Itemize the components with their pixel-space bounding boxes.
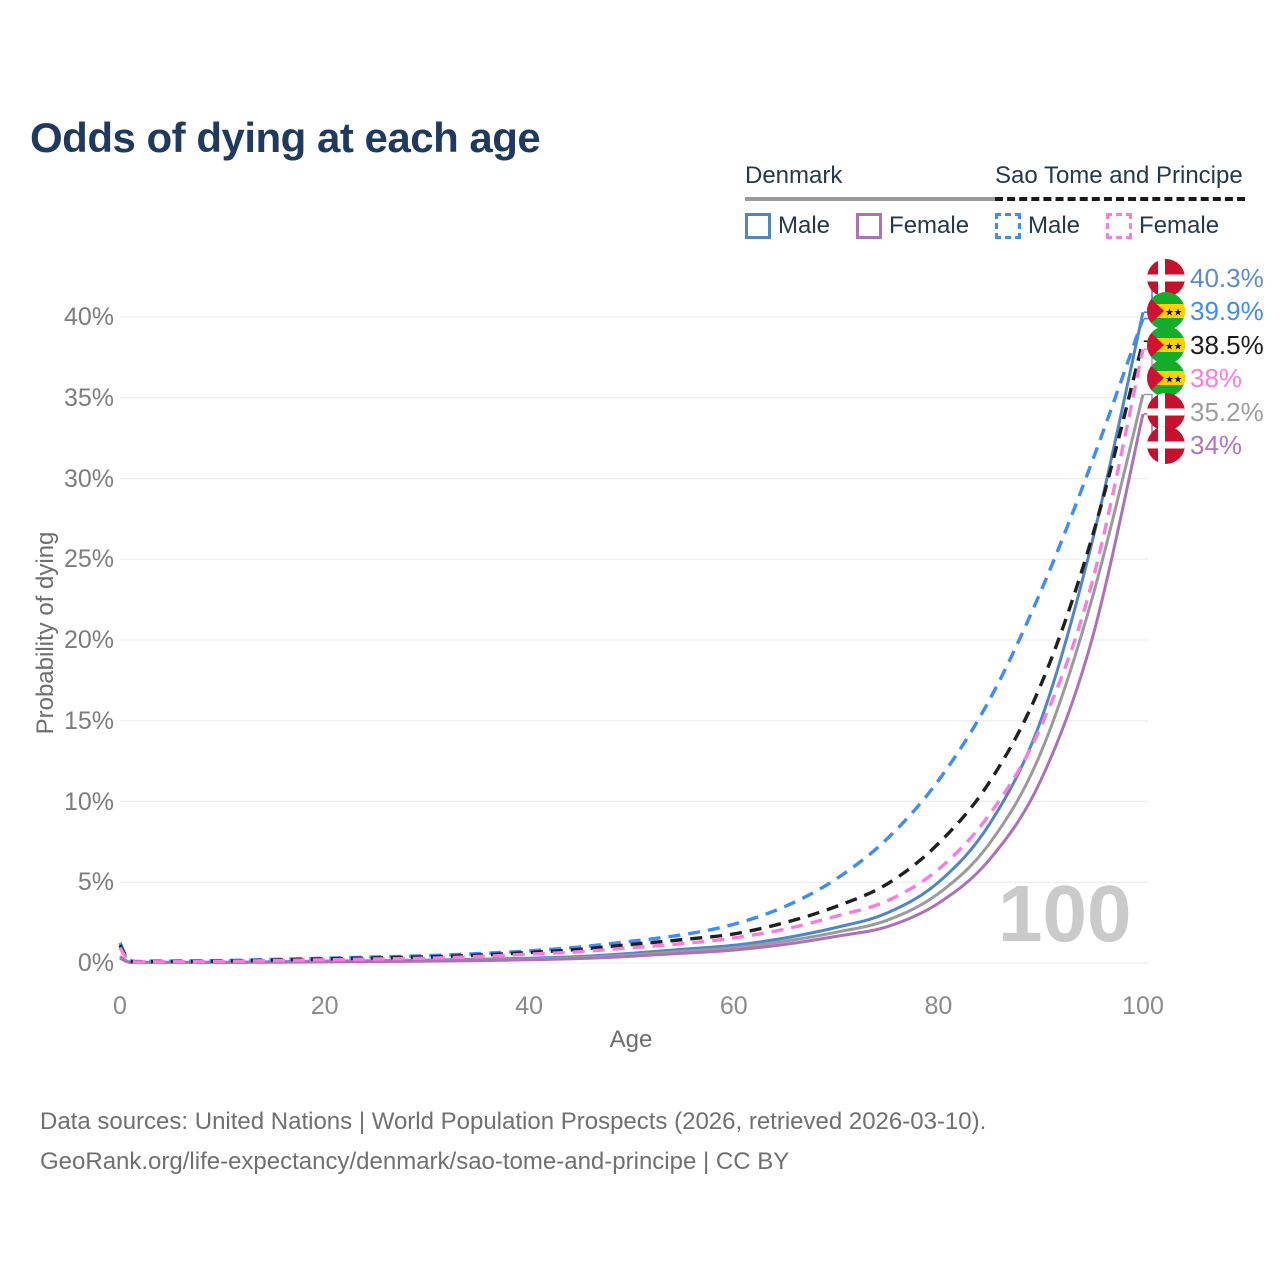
legend-group-sao-tome: Sao Tome and Principe Male Female xyxy=(995,162,1246,240)
page-title: Odds of dying at each age xyxy=(30,114,541,162)
x-axis-title: Age xyxy=(609,1026,653,1053)
end-flag-denmark-all xyxy=(1147,392,1185,431)
legend-underline-sao-tome xyxy=(995,197,1246,201)
x-tick-label: 100 xyxy=(1122,992,1164,1020)
end-flag-stp-all: ★ ★ xyxy=(1147,325,1185,364)
end-value-label-stp-female: 38% xyxy=(1190,363,1243,394)
svg-text:★: ★ xyxy=(1165,375,1174,386)
legend-item-denmark-male[interactable]: Male xyxy=(745,212,830,240)
footer-data-sources: Data sources: United Nations | World Pop… xyxy=(40,1108,987,1135)
y-tick-label: 15% xyxy=(63,706,114,735)
svg-text:★: ★ xyxy=(1165,308,1174,319)
x-tick-label: 0 xyxy=(113,992,127,1020)
end-value-label-denmark-male: 40.3% xyxy=(1190,263,1264,293)
y-tick-label: 5% xyxy=(77,868,114,897)
x-tick-label: 20 xyxy=(310,992,339,1020)
age-watermark: 100 xyxy=(998,869,1132,958)
legend-group-denmark: Denmark Male Female xyxy=(745,162,996,240)
end-value-label-stp-male: 39.9% xyxy=(1190,296,1264,327)
legend-row-denmark: Male Female xyxy=(745,212,995,240)
y-tick-label: 35% xyxy=(63,383,114,412)
legend-item-sao-tome-female[interactable]: Female xyxy=(1106,212,1219,240)
denmark-flag-icon xyxy=(1147,259,1185,297)
end-value-label-stp-all: 38.5% xyxy=(1190,329,1264,360)
line-swatch-denmark-male xyxy=(745,213,771,239)
svg-text:★: ★ xyxy=(1165,341,1174,352)
end-flag-stp-female: ★ ★ xyxy=(1147,359,1185,398)
denmark-flag-icon xyxy=(1147,426,1185,464)
line-denmark-male xyxy=(119,311,1145,964)
legend-item-label: Female xyxy=(1139,212,1220,239)
svg-text:★: ★ xyxy=(1174,375,1183,386)
end-value-label-denmark-all: 35.2% xyxy=(1190,396,1264,427)
footer-attribution: GeoRank.org/life-expectancy/denmark/sao-… xyxy=(40,1148,790,1175)
x-tick-label: 80 xyxy=(924,992,953,1020)
gridlines xyxy=(120,316,1148,964)
line-stp-female xyxy=(118,348,1145,964)
line-denmark-all xyxy=(119,394,1145,964)
end-value-label-denmark-female: 34% xyxy=(1190,430,1243,460)
sao-tome-flag-icon: ★ ★ xyxy=(1147,325,1185,364)
line-stp-all xyxy=(118,340,1145,964)
sao-tome-flag-icon: ★ ★ xyxy=(1147,359,1185,398)
line-swatch-denmark-female xyxy=(856,213,883,239)
y-tick-label: 20% xyxy=(63,626,114,654)
legend-item-sao-tome-male[interactable]: Male xyxy=(995,212,1080,240)
x-tick-label: 60 xyxy=(719,992,748,1020)
line-swatch-sao-tome-female xyxy=(1106,213,1133,239)
end-flag-denmark-female xyxy=(1147,426,1185,464)
legend-row-sao-tome: Male Female xyxy=(995,212,1245,240)
legend-underline-denmark xyxy=(745,197,996,201)
legend-country-denmark[interactable]: Denmark xyxy=(745,162,843,189)
legend-item-label: Male xyxy=(1028,212,1081,239)
end-flag-denmark-male xyxy=(1147,259,1185,297)
legend-country-sao-tome[interactable]: Sao Tome and Principe xyxy=(995,162,1243,189)
line-denmark-female xyxy=(119,413,1145,964)
end-flag-stp-male: ★ ★ xyxy=(1147,292,1185,331)
x-tick-label: 40 xyxy=(515,992,544,1020)
y-tick-label: 30% xyxy=(63,464,114,493)
legend-item-denmark-female[interactable]: Female xyxy=(856,212,969,240)
line-swatch-sao-tome-male xyxy=(995,213,1021,239)
svg-text:★: ★ xyxy=(1174,308,1183,319)
legend-item-label: Male xyxy=(778,212,831,239)
series-lines xyxy=(118,311,1145,964)
sao-tome-flag-icon: ★ ★ xyxy=(1147,292,1185,331)
y-tick-label: 40% xyxy=(63,303,114,331)
y-tick-label: 0% xyxy=(77,949,114,977)
y-tick-label: 25% xyxy=(63,545,114,574)
svg-text:★: ★ xyxy=(1174,341,1183,352)
denmark-flag-icon xyxy=(1147,392,1185,431)
legend-item-label: Female xyxy=(889,212,970,239)
y-tick-label: 10% xyxy=(63,787,114,816)
